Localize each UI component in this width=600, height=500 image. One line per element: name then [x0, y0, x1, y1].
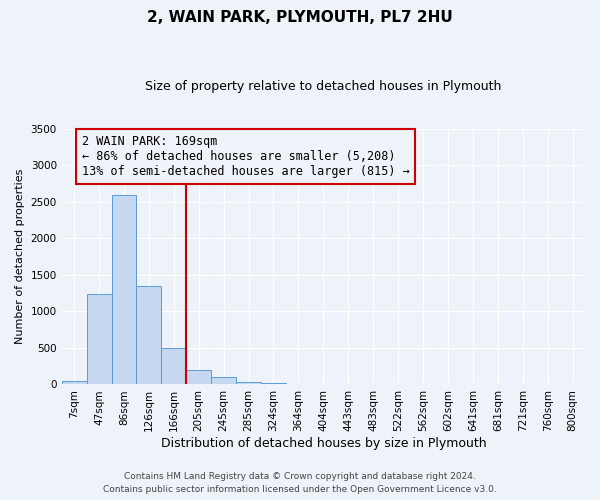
Bar	[186, 370, 211, 384]
Bar	[161, 348, 186, 385]
Title: Size of property relative to detached houses in Plymouth: Size of property relative to detached ho…	[145, 80, 502, 93]
Text: 2 WAIN PARK: 169sqm
← 86% of detached houses are smaller (5,208)
13% of semi-det: 2 WAIN PARK: 169sqm ← 86% of detached ho…	[82, 134, 409, 178]
Bar	[112, 196, 136, 384]
Bar	[236, 382, 261, 384]
X-axis label: Distribution of detached houses by size in Plymouth: Distribution of detached houses by size …	[161, 437, 486, 450]
Y-axis label: Number of detached properties: Number of detached properties	[15, 169, 25, 344]
Text: Contains HM Land Registry data © Crown copyright and database right 2024.
Contai: Contains HM Land Registry data © Crown c…	[103, 472, 497, 494]
Bar	[86, 294, 112, 384]
Bar	[62, 381, 86, 384]
Bar	[261, 383, 286, 384]
Bar	[211, 377, 236, 384]
Bar	[136, 286, 161, 384]
Text: 2, WAIN PARK, PLYMOUTH, PL7 2HU: 2, WAIN PARK, PLYMOUTH, PL7 2HU	[147, 10, 453, 25]
